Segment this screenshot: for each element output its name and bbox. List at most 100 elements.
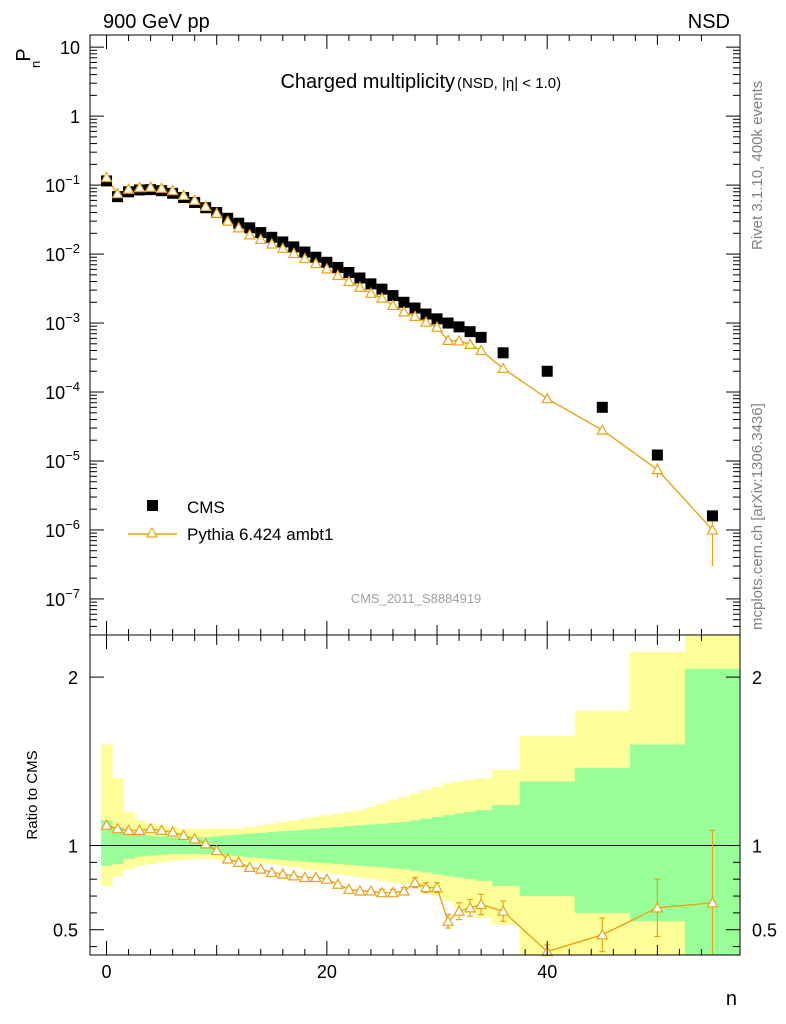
cms-point <box>398 296 410 308</box>
mc-point-top <box>320 262 333 274</box>
mc-ratio-point <box>144 822 157 834</box>
mc-point-top <box>651 463 664 475</box>
mc-point-top <box>342 275 355 287</box>
mc-point-top <box>419 315 433 327</box>
mc-point-top <box>309 257 322 269</box>
x-axis-label: n <box>726 988 737 1010</box>
top-frame <box>89 34 741 636</box>
mc-point-top <box>276 242 289 253</box>
mc-ratio-point <box>464 901 477 913</box>
y-axis-label-bottom: Ratio to CMS <box>24 750 41 839</box>
mc-point-top <box>442 334 455 346</box>
chart-subtitle: (NSD, |η| < 1.0) <box>457 75 561 92</box>
cms-point <box>475 331 487 343</box>
mc-point-top <box>133 181 146 193</box>
mc-ratio-point <box>497 904 510 916</box>
mc-point-top <box>100 171 113 183</box>
cms-point <box>387 290 399 302</box>
y-tick-label-bottom: 1 <box>68 837 78 857</box>
mc-point-top <box>364 287 377 298</box>
legend: CMS Pythia 6.424 ambt1 <box>128 498 333 544</box>
mc-point-top <box>397 305 411 317</box>
mc-ratio-point <box>100 819 113 830</box>
mc-point-top <box>177 189 190 200</box>
legend-mc-marker <box>145 526 159 538</box>
mc-line-top <box>105 177 714 531</box>
mc-ratio-point <box>431 881 444 893</box>
mc-point-top <box>431 320 444 332</box>
mc-ratio-point <box>221 852 234 864</box>
mc-point-top <box>353 281 366 292</box>
top-panel: Charged multiplicity (NSD, |η| < 1.0) CM… <box>13 34 741 636</box>
cms-point <box>453 321 465 333</box>
y-axis-label-top-sub: n <box>28 61 43 68</box>
mc-point-top <box>243 228 256 240</box>
mc-ratio-point <box>353 884 366 896</box>
mc-ratio-point <box>210 844 223 856</box>
mc-point-top <box>166 184 179 196</box>
mc-point-top <box>453 334 466 346</box>
y-tick-label-bottom: 2 <box>68 668 78 688</box>
mc-ratio-point <box>309 871 322 883</box>
rivet-label: Rivet 3.1.10, 400k events <box>749 81 766 250</box>
cms-point <box>706 510 718 522</box>
cms-point <box>310 251 322 263</box>
mc-point-top <box>541 392 554 404</box>
mc-ratio-point <box>651 901 664 913</box>
mc-ratio-point <box>442 915 455 926</box>
y-tick-label-top: 10−7 <box>45 586 80 610</box>
x-tick-label: 0 <box>102 962 112 982</box>
mc-ratio-point <box>375 886 388 898</box>
mc-point-top <box>475 344 488 356</box>
chart-title: Charged multiplicity <box>280 71 455 93</box>
cms-point <box>255 227 267 239</box>
mc-ratio-point <box>177 829 190 841</box>
mc-point-top <box>122 183 135 194</box>
cms-point <box>321 256 333 268</box>
mc-ratio-point <box>298 871 311 883</box>
mc-point-top <box>596 423 609 435</box>
legend-cms-label: CMS <box>187 498 225 517</box>
mc-point-top <box>221 214 234 226</box>
mc-ratio-point <box>155 824 168 835</box>
mc-point-top <box>287 247 300 259</box>
mc-point-top <box>408 310 422 321</box>
band-inner <box>101 820 113 866</box>
mc-ratio-point <box>232 856 245 867</box>
y-axis-label-top: P <box>13 48 35 61</box>
mc-point-top <box>155 182 168 193</box>
mc-point-top <box>199 200 212 212</box>
mc-point-top <box>232 221 245 233</box>
site-label: mcplots.cern.ch [arXiv:1306.3436] <box>749 403 766 630</box>
mc-ratio-point <box>287 869 300 881</box>
mc-ratio-point <box>243 861 256 873</box>
mc-point-top <box>464 338 477 350</box>
cms-point <box>266 231 278 243</box>
y-tick-label-top: 10−3 <box>45 310 80 334</box>
x-tick-label: 20 <box>317 962 337 982</box>
cms-point <box>541 365 553 377</box>
mc-ratio-point <box>475 898 488 910</box>
mc-ratio-point <box>320 872 333 884</box>
cms-point <box>299 246 311 258</box>
y-tick-label-top: 10 <box>60 38 80 58</box>
cms-point <box>651 449 663 461</box>
legend-mc-label: Pythia 6.424 ambt1 <box>187 525 333 544</box>
bottom-panel: 0.5 0.51 12 20 20 40 Ratio to CMS n <box>24 634 777 1010</box>
mc-ratio-point <box>276 867 289 879</box>
mc-point-top <box>386 299 399 311</box>
mc-ratio-point <box>166 825 179 837</box>
mc-ratio-point <box>364 884 377 896</box>
y-tick-label-top: 1 <box>70 107 80 127</box>
mc-point-top <box>188 194 201 205</box>
mc-point-top <box>265 237 278 249</box>
y-tick-label-top: 10−2 <box>45 241 80 265</box>
y-tick-label-top: 10−5 <box>45 448 80 472</box>
cms-point <box>343 267 355 279</box>
y-tick-label-bottom: 0.5 <box>53 921 78 941</box>
mc-ratio-point <box>342 883 355 894</box>
cms-point <box>288 241 300 253</box>
mc-point-top <box>497 362 510 373</box>
mc-ratio-point <box>419 881 433 893</box>
